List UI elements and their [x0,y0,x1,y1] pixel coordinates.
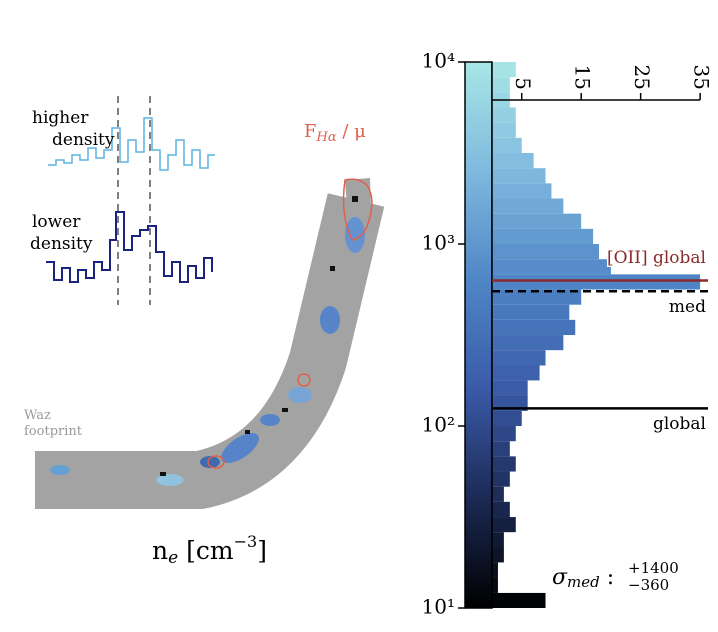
y-tick-label: 10⁴ [422,49,455,73]
symbol: F [304,121,317,142]
histogram-panel: 10¹ 10² 10³ 10⁴ 5 15 25 35 [OII] global med global… [422,49,714,619]
reference-label: [OII] global [607,248,706,268]
bar [492,319,576,336]
bar [492,153,534,169]
word: lower [32,212,81,232]
colorbar [464,61,493,609]
bar [492,62,516,78]
bar [492,137,522,154]
bar [492,410,522,426]
bar [492,168,546,184]
bar [492,426,516,442]
bar [492,259,611,275]
annotation-part: med [567,573,600,591]
y-tick-label: 10² [422,413,455,437]
end: ] [257,536,267,565]
bar [492,107,516,123]
subscript: Hα [316,130,337,145]
arc-map [35,96,385,509]
subscript: e [168,548,178,568]
annotation: σmed : +1400 −360 [552,559,679,594]
bar [492,274,701,290]
bar [492,395,528,411]
bar [492,228,594,244]
bar [492,183,552,199]
bar [492,562,498,578]
reference-label: global [653,414,706,434]
x-tick-label: 35 [690,65,714,90]
bar [492,380,528,396]
symbol: n [152,536,168,565]
word: density [30,234,93,254]
bar [492,198,564,214]
bar [492,244,600,260]
word: Waz [24,408,51,423]
spectrum-label: higher density [32,108,115,150]
y-tick-label: 10³ [422,231,455,255]
word: higher [32,108,89,128]
superscript: −3 [234,532,258,551]
footprint-label: Waz footprint [24,408,83,439]
bar [492,486,504,502]
bar [492,304,570,320]
contour-label: FHα / μ [304,121,366,145]
rest: / μ [337,121,367,142]
bar [492,517,516,533]
reference-label: med [669,297,706,317]
word: density [52,130,115,150]
bar [492,547,504,563]
word: footprint [24,424,83,439]
bar [492,532,504,548]
annotation-part: +1400 [628,559,679,577]
x-tick-label: 25 [630,65,654,90]
bar [492,592,546,608]
bar [492,335,564,351]
bar [492,471,510,487]
x-tick-label: 5 [511,77,535,90]
bar [492,577,498,593]
bar [492,350,546,366]
bar [492,289,582,305]
x-tick-label: 15 [571,65,595,90]
rest: [cm [178,536,234,565]
annotation-part: −360 [628,576,669,594]
bar [492,365,540,381]
annotation-part: σ [552,565,568,590]
bar [492,213,582,229]
bar [492,441,510,457]
annotation-part: : [600,565,614,590]
bar [492,77,510,93]
colorbar-label: ne [cm−3] [152,532,267,568]
bar [492,122,516,138]
bar [492,501,510,518]
bar [492,456,516,472]
y-tick-label: 10¹ [422,595,455,619]
spectrum-label: lower density [30,212,93,254]
